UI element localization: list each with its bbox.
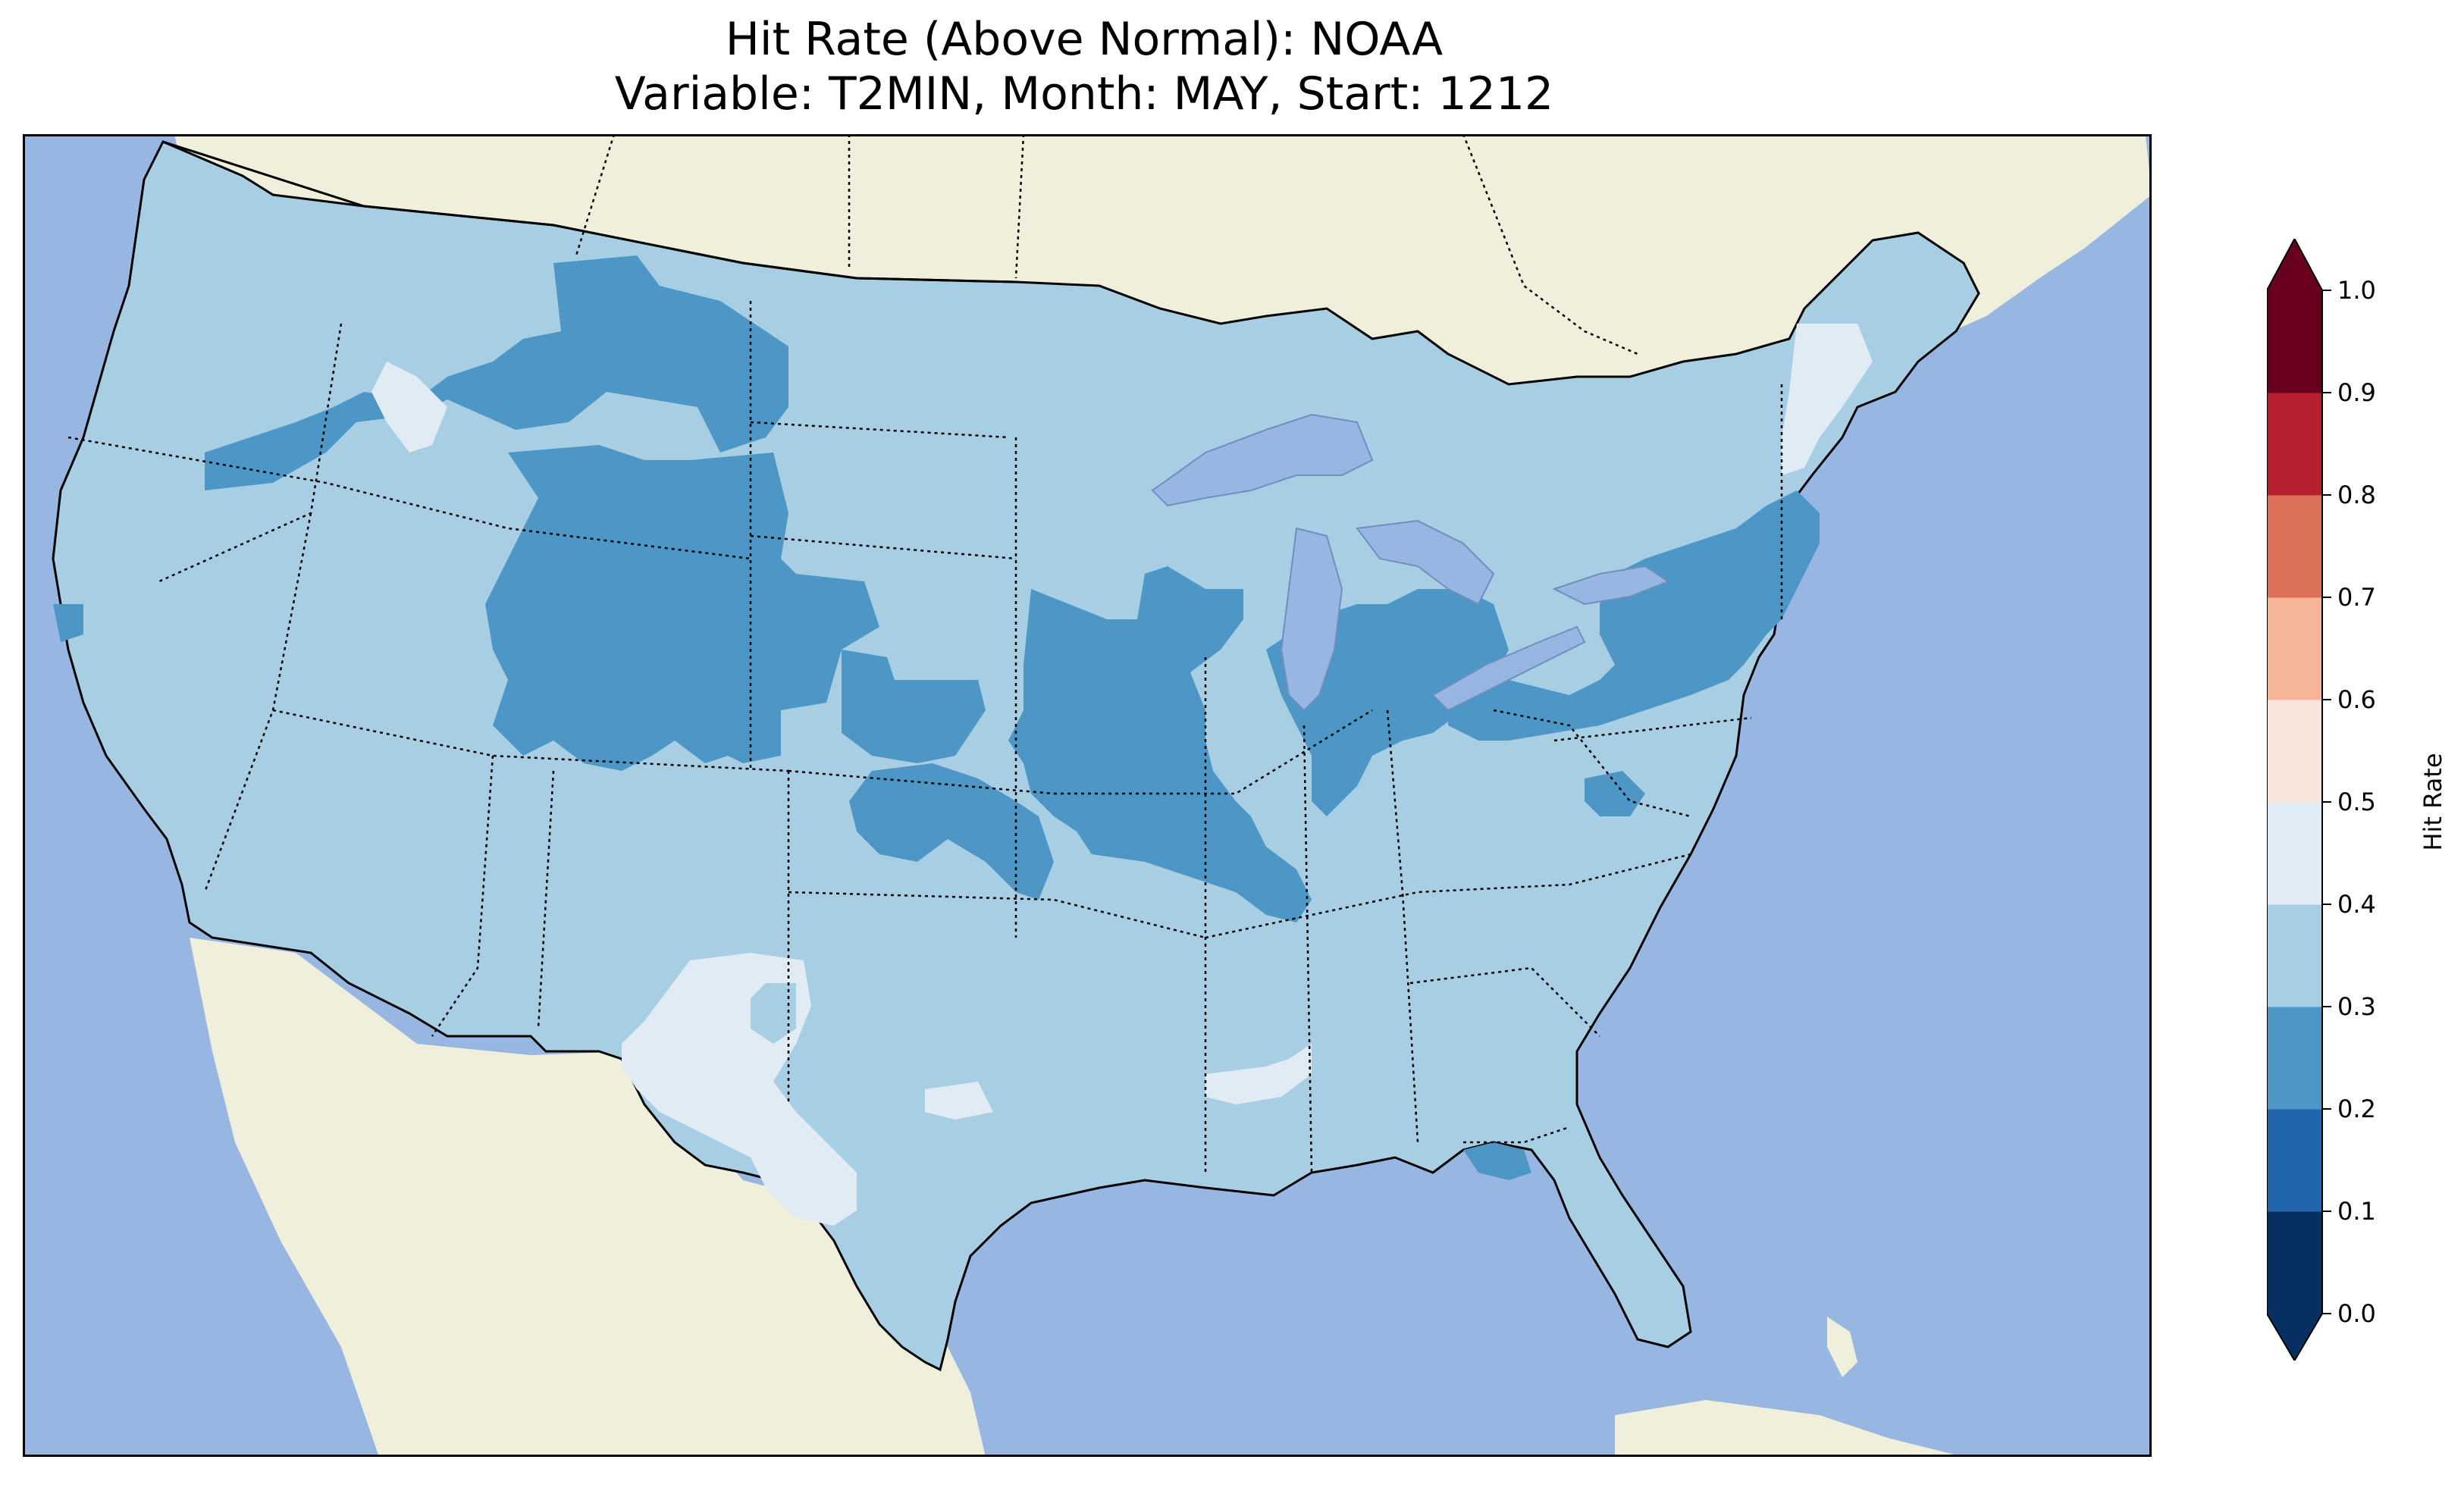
- colorbar-tick-label: 0.9: [2337, 378, 2376, 407]
- map-frame: [23, 134, 2152, 1457]
- colorbar-bin: [2267, 1007, 2322, 1110]
- colorbar-over-triangle: [2267, 239, 2322, 290]
- colorbar-bin: [2267, 700, 2322, 803]
- colorbar-bin: [2267, 290, 2322, 393]
- hit-rate-band-high: [371, 324, 1873, 1226]
- colorbar-bins: [2267, 290, 2322, 1314]
- colorbar-tick-label: 0.6: [2337, 685, 2376, 714]
- colorbar-bin: [2267, 1109, 2322, 1212]
- colorbar-bin: [2267, 597, 2322, 700]
- colorbar-bin: [2267, 904, 2322, 1007]
- colorbar-bin: [2267, 802, 2322, 905]
- province-borders: [575, 134, 1638, 355]
- colorbar-tick-label: 0.5: [2337, 788, 2376, 816]
- state-borders: [67, 301, 1783, 1173]
- map-title: Hit Rate (Above Normal): NOAA Variable: …: [23, 12, 2146, 121]
- colorbar-tick-label: 0.3: [2337, 992, 2376, 1021]
- colorbar-bin: [2267, 495, 2322, 598]
- colorbar-label: Hit Rate: [2419, 753, 2447, 850]
- title-line-1: Hit Rate (Above Normal): NOAA: [725, 13, 1444, 66]
- colorbar-tick-label: 0.4: [2337, 890, 2376, 919]
- cuba-island: [1615, 1400, 1964, 1457]
- great-lakes: [1151, 413, 1670, 712]
- colorbar-tick-label: 0.2: [2337, 1095, 2376, 1123]
- bahamas-island: [1827, 1317, 1857, 1377]
- colorbar-bin: [2267, 393, 2322, 496]
- canada-us-border: [162, 140, 1017, 283]
- colorbar: 0.0 0.1 0.2 0.3 0.4 0.5 0.6 0.7 0.8 0.9 1.0 Hit Ra…: [2267, 239, 2447, 1361]
- colorbar-under-triangle: [2267, 1314, 2322, 1361]
- colorbar-tick-label: 0.1: [2337, 1197, 2376, 1226]
- colorbar-tick-label: 0.0: [2337, 1299, 2376, 1328]
- hit-rate-band-low: [53, 255, 1820, 1180]
- colorbar-bin: [2267, 1211, 2322, 1314]
- usa-land: [52, 140, 1980, 1372]
- mexico-land: [190, 938, 986, 1457]
- colorbar-tick-label: 1.0: [2337, 276, 2376, 305]
- map-panel: [23, 134, 2152, 1457]
- colorbar-tick-label: 0.8: [2337, 481, 2376, 509]
- baja-peninsula: [284, 998, 432, 1377]
- colorbar-tick-label: 0.7: [2337, 583, 2376, 612]
- title-line-2: Variable: T2MIN, Month: MAY, Start: 1212: [614, 67, 1554, 121]
- hit-rate-band-mid-pocket: [751, 983, 796, 1044]
- colorbar-ticks: 0.0 0.1 0.2 0.3 0.4 0.5 0.6 0.7 0.8 0.9 1.0: [2322, 276, 2376, 1328]
